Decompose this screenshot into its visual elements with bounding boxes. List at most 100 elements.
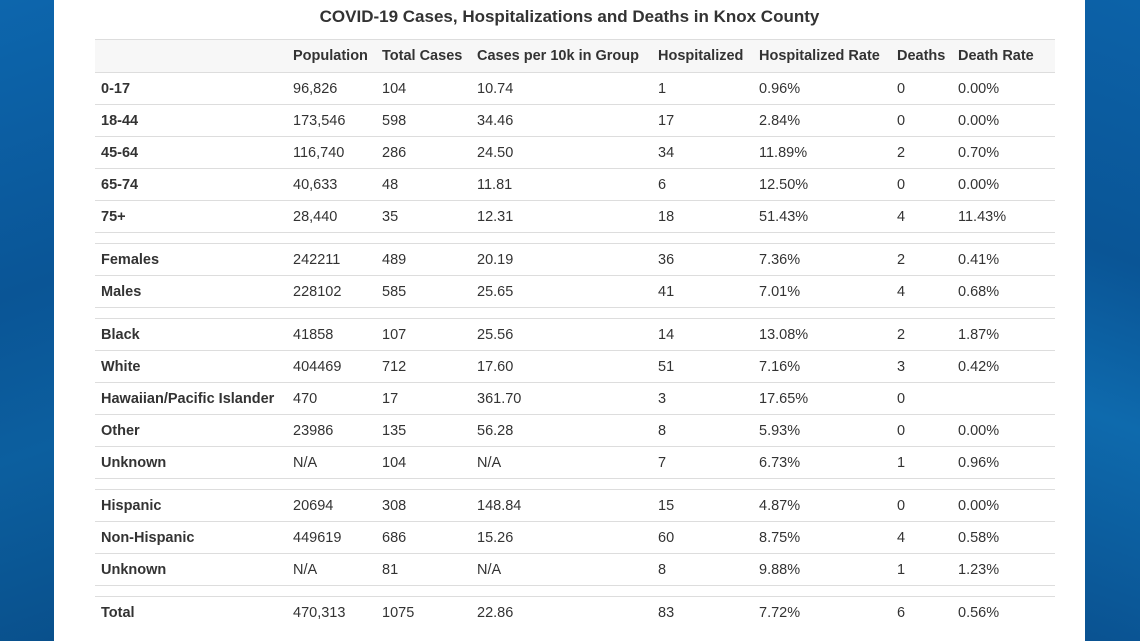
cell-total-cases: 135 xyxy=(382,422,407,439)
cell-cases-per-10k: 15.26 xyxy=(477,529,514,546)
cell-cases-per-10k: N/A xyxy=(477,561,502,578)
cell-hospitalized: 41 xyxy=(658,283,675,300)
cell-death-rate: 0.68% xyxy=(958,283,1000,300)
cell-group-label: Hawaiian/Pacific Islander xyxy=(101,390,275,407)
cell-cases-per-10k: N/A xyxy=(477,454,502,471)
cell-death-rate: 0.00% xyxy=(958,176,1000,193)
cell-group-label: 18-44 xyxy=(101,112,139,129)
cell-hospitalized: 17 xyxy=(658,112,675,129)
cell-cases-per-10k: 361.70 xyxy=(477,390,522,407)
cell-hospitalized-rate: 7.36% xyxy=(759,251,801,268)
cell-population: 96,826 xyxy=(293,80,338,97)
cell-total-cases: 81 xyxy=(382,561,399,578)
cell-death-rate: 0.00% xyxy=(958,80,1000,97)
header-cell-total-cases: Total Cases xyxy=(382,48,463,64)
cell-population: 449619 xyxy=(293,529,342,546)
cell-population: 23986 xyxy=(293,422,334,439)
cell-total-cases: 17 xyxy=(382,390,399,407)
cell-hospitalized-rate: 11.89% xyxy=(759,144,808,161)
header-cell-hospitalized: Hospitalized xyxy=(658,48,744,64)
table-row: Hispanic 20694 308 148.84 15 4.87% 0 0.00% xyxy=(95,489,1055,521)
cell-death-rate: 11.43% xyxy=(958,208,1007,225)
cell-population: 20694 xyxy=(293,497,334,514)
cell-group-label: Hispanic xyxy=(101,497,162,514)
cell-hospitalized-rate: 51.43% xyxy=(759,208,809,225)
cell-death-rate: 0.70% xyxy=(958,144,1000,161)
table-row: 18-44 173,546 598 34.46 17 2.84% 0 0.00% xyxy=(95,104,1055,136)
cell-population: 40,633 xyxy=(293,176,338,193)
table-row: Total 470,313 1075 22.86 83 7.72% 6 0.56% xyxy=(95,596,1055,628)
cell-hospitalized: 18 xyxy=(658,208,675,225)
cell-group-label: Black xyxy=(101,326,140,343)
cell-group-label: 65-74 xyxy=(101,176,139,193)
cell-deaths: 4 xyxy=(897,529,906,546)
cell-hospitalized-rate: 2.84% xyxy=(759,112,801,129)
cell-deaths: 2 xyxy=(897,251,906,268)
cell-hospitalized-rate: 7.72% xyxy=(759,604,801,621)
cell-cases-per-10k: 56.28 xyxy=(477,422,514,439)
cell-death-rate: 0.56% xyxy=(958,604,1000,621)
cell-cases-per-10k: 12.31 xyxy=(477,208,514,225)
cell-group-label: 75+ xyxy=(101,208,126,225)
cell-total-cases: 1075 xyxy=(382,604,415,621)
cell-deaths: 3 xyxy=(897,358,906,375)
cell-group-label: 0-17 xyxy=(101,80,131,97)
cell-cases-per-10k: 10.74 xyxy=(477,80,514,97)
cell-total-cases: 585 xyxy=(382,283,407,300)
cell-cases-per-10k: 22.86 xyxy=(477,604,514,621)
cell-total-cases: 308 xyxy=(382,497,407,514)
cell-cases-per-10k: 34.46 xyxy=(477,112,514,129)
cell-group-label: Males xyxy=(101,283,142,300)
group-spacer-row xyxy=(95,585,1055,596)
cell-population: 41858 xyxy=(293,326,334,343)
cell-death-rate: 0.42% xyxy=(958,358,1000,375)
cell-hospitalized: 36 xyxy=(658,251,675,268)
table-row: 45-64 116,740 286 24.50 34 11.89% 2 0.70% xyxy=(95,136,1055,168)
cell-group-label: Unknown xyxy=(101,561,167,578)
cell-deaths: 0 xyxy=(897,176,906,193)
cell-deaths: 4 xyxy=(897,283,906,300)
cell-population: 470,313 xyxy=(293,604,346,621)
group-spacer-row xyxy=(95,232,1055,243)
cell-death-rate: 0.41% xyxy=(958,251,1000,268)
cell-cases-per-10k: 25.65 xyxy=(477,283,514,300)
cell-hospitalized: 15 xyxy=(658,497,675,514)
table-row: 75+ 28,440 35 12.31 18 51.43% 4 11.43% xyxy=(95,200,1055,232)
group-spacer-row xyxy=(95,478,1055,489)
cell-cases-per-10k: 25.56 xyxy=(477,326,514,343)
cell-death-rate: 0.58% xyxy=(958,529,1000,546)
cell-hospitalized: 8 xyxy=(658,422,667,439)
cell-cases-per-10k: 20.19 xyxy=(477,251,514,268)
table-panel: COVID-19 Cases, Hospitalizations and Dea… xyxy=(54,0,1085,641)
cell-deaths: 4 xyxy=(897,208,906,225)
cell-hospitalized-rate: 12.50% xyxy=(759,176,809,193)
cell-total-cases: 107 xyxy=(382,326,407,343)
cell-death-rate: 0.96% xyxy=(958,454,1000,471)
cell-total-cases: 712 xyxy=(382,358,407,375)
cell-hospitalized-rate: 17.65% xyxy=(759,390,809,407)
cell-hospitalized: 83 xyxy=(658,604,675,621)
cell-population: N/A xyxy=(293,454,318,471)
table-row: Males 228102 585 25.65 41 7.01% 4 0.68% xyxy=(95,275,1055,307)
cell-hospitalized: 7 xyxy=(658,454,667,471)
table-row: Non-Hispanic 449619 686 15.26 60 8.75% 4 0.58% xyxy=(95,521,1055,553)
table-row: Other 23986 135 56.28 8 5.93% 0 0.00% xyxy=(95,414,1055,446)
cell-deaths: 0 xyxy=(897,390,906,407)
cell-cases-per-10k: 11.81 xyxy=(477,176,513,193)
cell-death-rate: 0.00% xyxy=(958,497,1000,514)
cell-hospitalized: 34 xyxy=(658,144,675,161)
cell-group-label: 45-64 xyxy=(101,144,139,161)
cell-group-label: Unknown xyxy=(101,454,167,471)
cell-hospitalized: 51 xyxy=(658,358,675,375)
header-cell-deaths: Deaths xyxy=(897,48,946,64)
cell-deaths: 1 xyxy=(897,561,906,578)
cell-deaths: 6 xyxy=(897,604,906,621)
cell-population: 173,546 xyxy=(293,112,346,129)
cell-hospitalized: 3 xyxy=(658,390,667,407)
cell-death-rate: 0.00% xyxy=(958,112,1000,129)
cell-cases-per-10k: 17.60 xyxy=(477,358,514,375)
cell-hospitalized-rate: 7.16% xyxy=(759,358,801,375)
cell-total-cases: 104 xyxy=(382,80,407,97)
cell-population: 116,740 xyxy=(293,144,345,161)
cell-total-cases: 686 xyxy=(382,529,407,546)
